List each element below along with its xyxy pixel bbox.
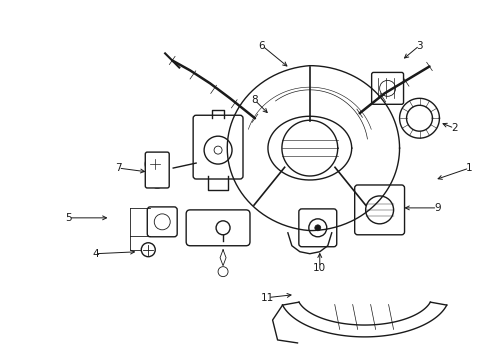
Text: 4: 4 — [92, 249, 99, 259]
Text: 1: 1 — [465, 163, 472, 173]
Text: 6: 6 — [258, 41, 264, 50]
Text: 11: 11 — [261, 293, 274, 302]
FancyBboxPatch shape — [354, 185, 404, 235]
FancyBboxPatch shape — [193, 115, 243, 179]
FancyBboxPatch shape — [298, 209, 336, 247]
Text: 10: 10 — [313, 263, 325, 273]
Text: 5: 5 — [65, 213, 72, 223]
FancyBboxPatch shape — [186, 210, 249, 246]
Text: 7: 7 — [115, 163, 122, 173]
FancyBboxPatch shape — [145, 152, 169, 188]
FancyBboxPatch shape — [371, 72, 403, 104]
Text: 9: 9 — [433, 203, 440, 213]
FancyBboxPatch shape — [147, 207, 177, 237]
Text: 3: 3 — [415, 41, 422, 50]
Text: 2: 2 — [450, 123, 457, 133]
Circle shape — [314, 225, 320, 231]
Text: 8: 8 — [251, 95, 258, 105]
